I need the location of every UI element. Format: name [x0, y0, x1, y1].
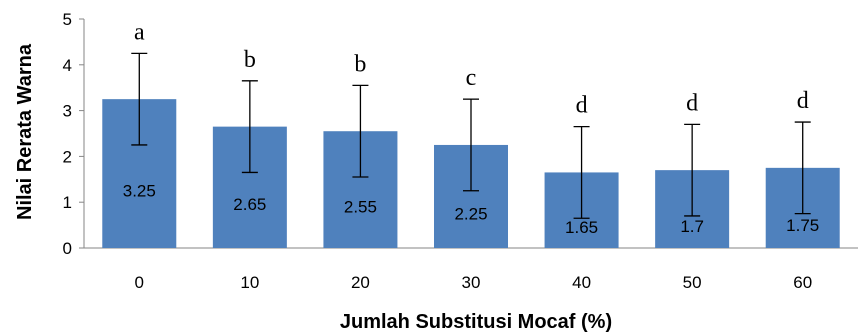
data-label: 1.65 — [565, 218, 598, 237]
y-axis-title: Nilai Rerata Warna — [14, 43, 36, 220]
data-label: 2.65 — [233, 195, 266, 214]
x-tick-label: 20 — [351, 273, 370, 292]
significance-letter: d — [576, 93, 588, 119]
x-tick-label: 50 — [683, 273, 702, 292]
x-tick-label: 60 — [793, 273, 812, 292]
data-label: 3.25 — [123, 181, 156, 200]
significance-letter: a — [134, 19, 145, 45]
data-label: 1.7 — [680, 217, 704, 236]
significance-letter: b — [244, 47, 256, 73]
data-label: 2.25 — [454, 204, 487, 223]
x-tick-label: 10 — [240, 273, 259, 292]
significance-letter: d — [686, 90, 698, 116]
y-tick-label: 4 — [63, 56, 72, 75]
y-tick-label: 0 — [63, 239, 72, 258]
x-tick-label: 0 — [135, 273, 144, 292]
significance-letter: b — [354, 51, 366, 77]
y-tick-label: 2 — [63, 147, 72, 166]
data-label: 1.75 — [786, 216, 819, 235]
x-tick-label: 40 — [572, 273, 591, 292]
significance-letter: d — [797, 88, 809, 114]
x-axis-title: Jumlah Substitusi Mocaf (%) — [340, 311, 612, 333]
data-label: 2.55 — [344, 198, 377, 217]
plot-area: 0 1 2 3 4 5 3.25 a 0 2.65 b 10 2.55 b 20 2.25 c 30 1.65 d 40… — [63, 10, 858, 292]
y-tick-label: 3 — [63, 102, 72, 121]
y-tick-label: 1 — [63, 193, 72, 212]
x-tick-label: 30 — [462, 273, 481, 292]
y-tick-label: 5 — [63, 10, 72, 29]
significance-letter: c — [466, 65, 477, 91]
